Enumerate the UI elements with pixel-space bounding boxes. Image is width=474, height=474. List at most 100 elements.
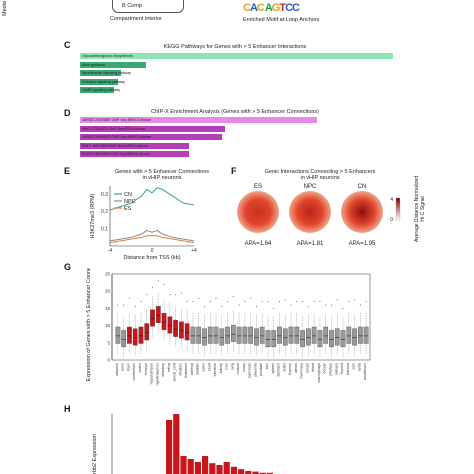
tissue-label: lung [230, 363, 234, 370]
outlier [209, 301, 211, 303]
bar: JARID2 20075857 ChIP-Seq MESCs Mouse [80, 117, 317, 123]
panel-e-title-1: Genes with > 5 Enhancer Connections [114, 169, 209, 175]
box [167, 316, 173, 334]
panel-f-title-1: Genic Interactions Connecting > 5 Enhanc… [264, 169, 376, 175]
bar-label: RNF2 27304074 ChIP-Seq ESCs Mouse [82, 126, 146, 131]
apa-score: APA=1.64 [245, 241, 272, 247]
tissue-label: thymus [288, 363, 292, 375]
box [150, 309, 155, 327]
box [225, 326, 230, 344]
box [254, 328, 259, 346]
bar [194, 462, 201, 474]
tissue-label: testis [282, 363, 286, 372]
panel-b-xlabel: Enriched Motif at Loop Anchors [243, 17, 320, 23]
box [196, 326, 202, 344]
tissue-label: aorta [357, 363, 361, 371]
tissue-label: brain [126, 363, 130, 371]
tissue-label: retina [167, 363, 171, 372]
outlier [123, 304, 125, 306]
bar [245, 471, 252, 474]
x-axis-label: Distance from TSS (kb) [123, 255, 180, 260]
panel-g-plot: 25 20 15 10 5 0 Expression of Genes with > 5 E… [86, 268, 371, 385]
bar-label: Estrogen signaling pathway [82, 79, 125, 84]
tissue-label: adipose [115, 363, 119, 376]
tissue-label: adrenal [190, 363, 194, 375]
box [173, 319, 178, 337]
box [282, 328, 288, 346]
box [132, 328, 138, 346]
bar: Axon guidance [80, 61, 146, 68]
box [219, 328, 225, 346]
outlier [359, 304, 361, 306]
box [121, 330, 127, 348]
bar [166, 420, 173, 474]
box [334, 328, 340, 346]
outlier [152, 287, 154, 289]
box [352, 328, 357, 346]
panel-c-title: KEGG Pathways for Genes with > 5 Enhance… [163, 44, 307, 50]
x-tick-label: -4 [108, 248, 113, 254]
bar-label: Axon guidance [82, 62, 106, 67]
tissue-label: kidney [219, 363, 223, 374]
outlier [348, 301, 350, 303]
panel-f-colorbar-label: Average Distance Normalized Hi-C Signal [414, 175, 426, 243]
bar [187, 459, 194, 474]
panel-d-chart: JARID2 20075857 ChIP-Seq MESCs Mouse RNF2… [80, 117, 317, 167]
bar: cAMP signaling pathway [80, 87, 120, 93]
box [155, 306, 161, 323]
outlier [296, 301, 298, 303]
bar: Estrogen signaling pathway [80, 78, 125, 85]
tissue-label: placenta [253, 363, 257, 377]
box [311, 326, 317, 344]
box [213, 326, 219, 344]
outlier [313, 301, 315, 303]
box [317, 330, 323, 348]
panel-a-box [112, 0, 184, 13]
tissue-label: olfactory [161, 363, 165, 377]
box [294, 326, 300, 344]
outlier [279, 301, 281, 303]
outlier [255, 306, 257, 308]
box [161, 313, 167, 330]
y-axis-label: Expression of Genes with > 5 Enhancer Co… [86, 268, 92, 381]
outlier [140, 301, 142, 303]
outlier [307, 306, 309, 308]
tissue-label: trachea [346, 363, 350, 375]
tissue-label: embryo [144, 363, 148, 375]
outlier [175, 294, 177, 296]
tissue-label: heart [207, 363, 211, 371]
box [179, 321, 184, 339]
series-line-es [109, 235, 195, 244]
tissue-label: stomach [277, 363, 281, 377]
apa-score: APA=1.95 [349, 241, 376, 247]
panel-c-chart: Glycosaminoglycan biosynthesis Axon guida… [80, 53, 393, 103]
tissue-label: vein [352, 363, 356, 370]
outlier [267, 301, 269, 303]
outlier [354, 299, 356, 301]
bar-label: JARID2 20075857 ChIP-Seq MESCs Mouse [82, 118, 152, 122]
outlier [302, 301, 304, 303]
tissue-label: ovary [242, 363, 246, 372]
y-tick-label: 0.1 [101, 226, 108, 232]
colorbar-tick: 0 [390, 217, 393, 223]
y-tick-label: 20 [105, 289, 111, 294]
tissue-label: pituitary [328, 363, 332, 376]
box [115, 326, 121, 344]
bar [209, 463, 216, 474]
box [265, 330, 271, 348]
outlier [319, 301, 321, 303]
panel-f-title-2: in vHIP neurons [300, 175, 340, 181]
bar: RNF2 18974828 ChIP-Seq MESCs Mouse [80, 142, 190, 149]
outlier [238, 304, 240, 306]
outlier [163, 283, 165, 285]
legend-label: NPC [124, 199, 136, 205]
colorbar [395, 197, 401, 221]
bar [180, 456, 187, 474]
box [259, 326, 265, 344]
outlier [342, 307, 344, 309]
outlier [290, 304, 292, 306]
tissue-label: lymph [305, 363, 309, 373]
box [346, 326, 352, 344]
outlier [227, 301, 229, 303]
outlier [157, 280, 159, 282]
